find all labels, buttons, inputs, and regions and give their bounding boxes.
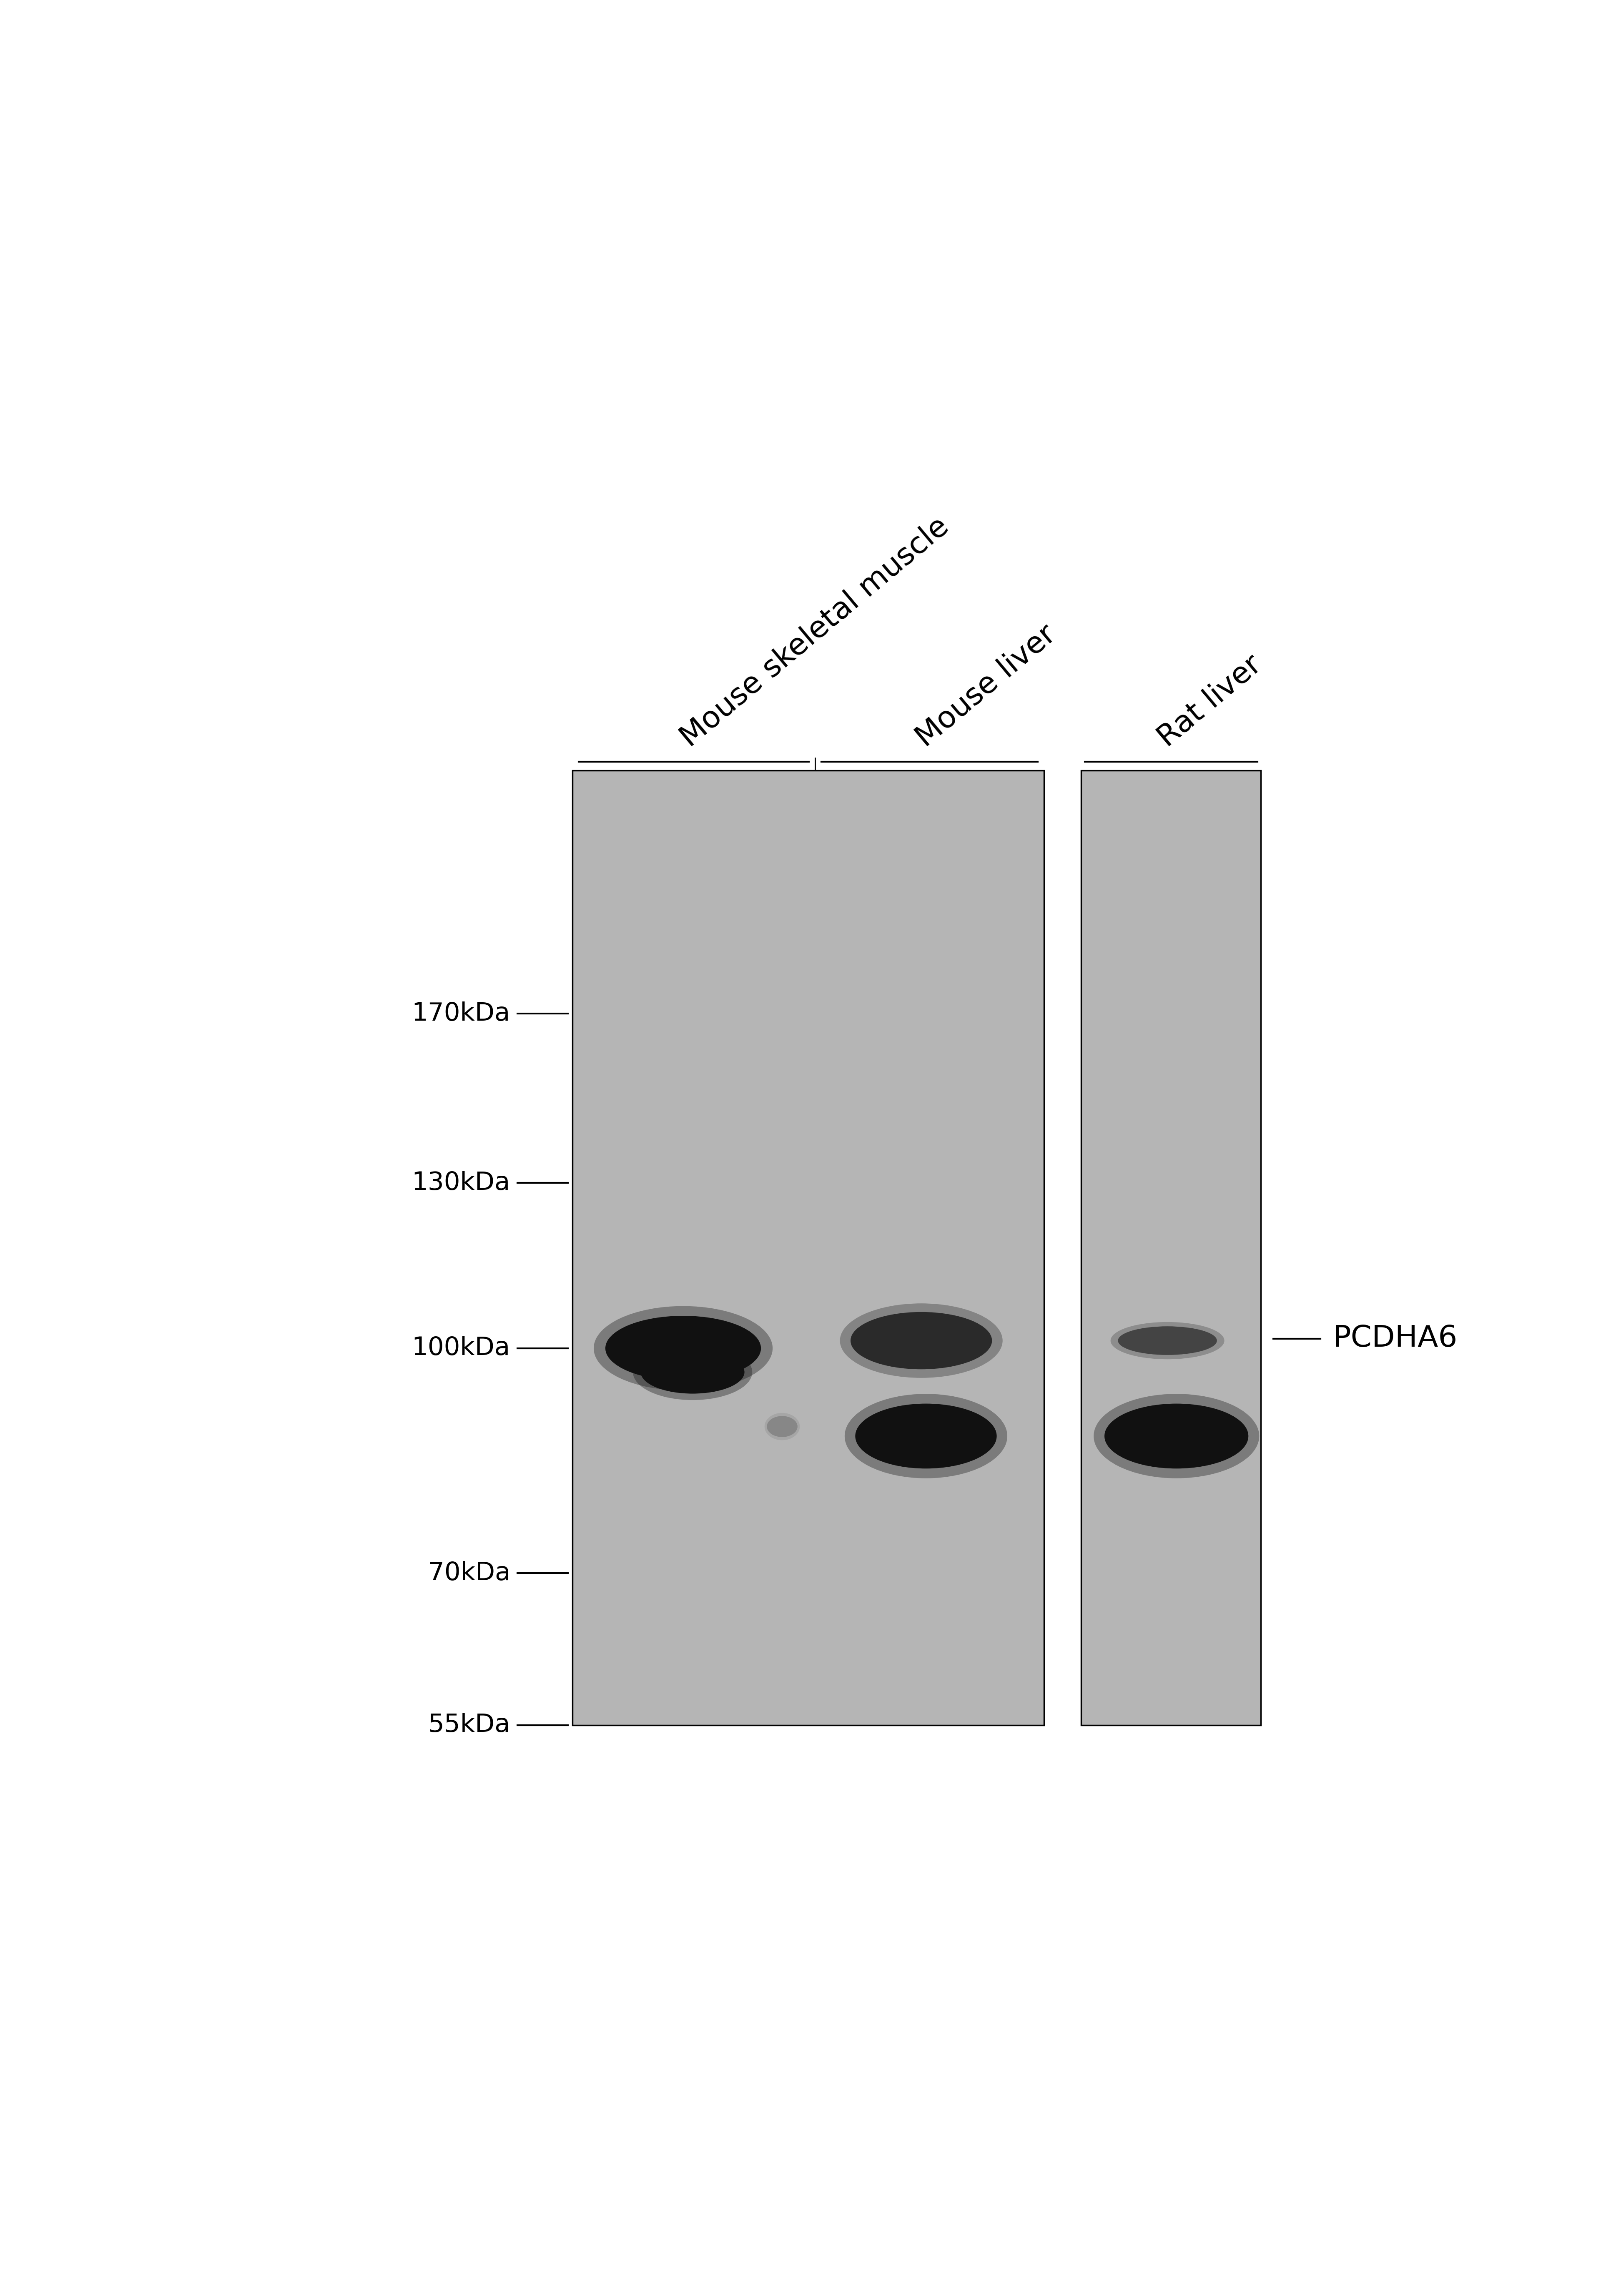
- Ellipse shape: [605, 1316, 760, 1380]
- Text: Mouse liver: Mouse liver: [911, 620, 1061, 753]
- Ellipse shape: [1105, 1403, 1249, 1469]
- Ellipse shape: [850, 1311, 993, 1368]
- Ellipse shape: [1093, 1394, 1260, 1479]
- Text: 130kDa: 130kDa: [411, 1171, 511, 1196]
- Text: 100kDa: 100kDa: [411, 1336, 511, 1362]
- Ellipse shape: [640, 1350, 744, 1394]
- Ellipse shape: [594, 1306, 773, 1391]
- Ellipse shape: [845, 1394, 1007, 1479]
- FancyBboxPatch shape: [573, 771, 1044, 1724]
- Text: 170kDa: 170kDa: [411, 1001, 511, 1026]
- Ellipse shape: [855, 1403, 997, 1469]
- Ellipse shape: [841, 1304, 1002, 1378]
- Ellipse shape: [632, 1343, 752, 1401]
- Ellipse shape: [767, 1417, 797, 1437]
- Text: 55kDa: 55kDa: [427, 1713, 511, 1738]
- Text: Mouse skeletal muscle: Mouse skeletal muscle: [676, 512, 954, 753]
- FancyBboxPatch shape: [1081, 771, 1262, 1724]
- Ellipse shape: [1111, 1322, 1225, 1359]
- Text: 70kDa: 70kDa: [427, 1561, 511, 1587]
- Text: PCDHA6: PCDHA6: [1334, 1325, 1459, 1352]
- Ellipse shape: [1117, 1327, 1217, 1355]
- Ellipse shape: [765, 1412, 800, 1440]
- Text: Rat liver: Rat liver: [1153, 650, 1268, 753]
